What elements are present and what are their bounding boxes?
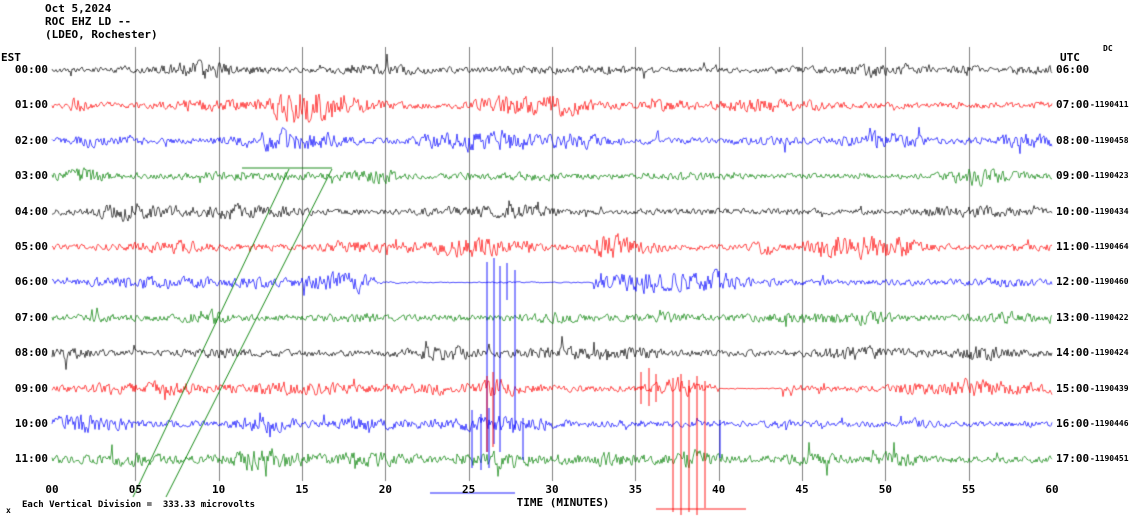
row-label-est-9: 09:00 [14,381,48,395]
row-offset-value-2: -1190458 [1090,135,1129,145]
row-label-utc-0: 06:00 [1056,63,1090,76]
utc-axis-label: UTC [1060,51,1080,64]
row-label-est-1: 01:00 [14,98,48,112]
row-label-utc-11: 17:00 [1056,452,1090,466]
header-location: (LDEO, Rochester) [45,28,158,41]
header-date: Oct 5,2024 [45,2,112,15]
row-label-est-2: 02:00 [14,133,48,147]
row-label-utc-3: 09:00 [1056,169,1090,183]
footer-scale-note: Each Vertical Division = 333.33 microvol… [22,500,255,510]
row-label-est-5: 05:00 [14,240,48,253]
row-offset-value-1: -1190411 [1090,100,1129,110]
row-offset-value-3: -1190423 [1090,171,1129,181]
row-label-est-4: 04:00 [14,204,48,218]
x-tick-60: 60 [1045,483,1059,496]
row-label-utc-10: 16:00 [1056,417,1090,430]
row-label-utc-2: 08:00 [1056,133,1090,147]
row-label-utc-7: 13:00 [1056,310,1090,324]
row-offset-value-8: -1190424 [1090,348,1129,358]
x-tick-20: 20 [378,483,392,496]
row-label-est-7: 07:00 [14,310,48,324]
row-offset-value-10: -1190446 [1090,419,1129,428]
x-tick-50: 50 [878,483,892,496]
x-tick-10: 10 [212,483,226,496]
row-label-utc-1: 07:00 [1056,98,1090,112]
x-tick-25: 25 [462,483,476,496]
row-label-utc-5: 11:00 [1056,240,1090,253]
row-label-utc-9: 15:00 [1056,381,1090,395]
row-label-est-10: 10:00 [14,417,48,430]
row-offset-value-6: -1190460 [1090,277,1129,287]
row-label-utc-4: 10:00 [1056,204,1090,218]
x-tick-55: 55 [962,483,976,496]
x-tick-45: 45 [795,483,809,496]
x-tick-35: 35 [628,483,642,496]
x-axis-title: TIME (MINUTES) [516,496,610,509]
x-tick-05: 05 [128,483,142,496]
est-axis-label: EST [1,51,21,64]
row-offset-value-11: -1190451 [1090,454,1129,464]
row-offset-value-7: -1190422 [1090,312,1129,322]
x-tick-40: 40 [712,483,726,496]
row-label-est-3: 03:00 [14,169,48,183]
row-label-utc-8: 14:00 [1056,346,1090,360]
row-label-est-8: 08:00 [14,346,48,360]
header-station: ROC EHZ LD -- [45,15,132,28]
row-label-est-0: 00:00 [14,63,48,76]
x-tick-30: 30 [545,483,559,496]
row-offset-value-9: -1190439 [1090,383,1129,393]
footer-marker: x [6,506,11,515]
row-label-utc-6: 12:00 [1056,275,1090,289]
row-offset-value-5: -1190464 [1090,242,1129,251]
dc-label: DC [1103,44,1113,53]
row-offset-value-4: -1190434 [1090,206,1129,216]
x-tick-15: 15 [295,483,309,496]
row-label-est-11: 11:00 [14,452,48,466]
x-tick-00: 00 [45,483,59,496]
row-label-est-6: 06:00 [14,275,48,289]
